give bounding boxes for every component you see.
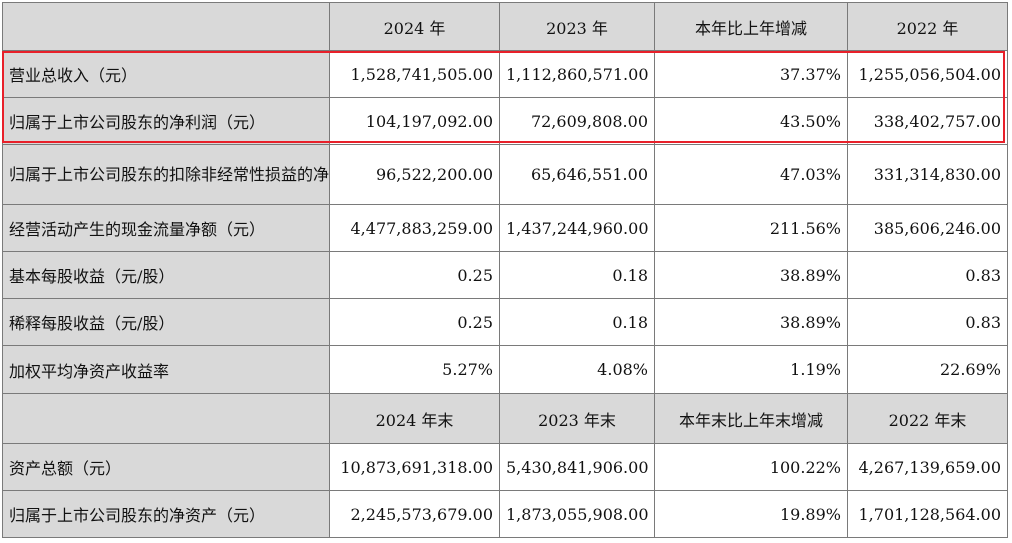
table-row-net-profit: 归属于上市公司股东的净利润（元） 104,197,092.00 72,609,8… [2, 97, 1008, 145]
table-row-net-assets: 归属于上市公司股东的净资产（元） 2,245,573,679.00 1,873,… [2, 490, 1008, 538]
cell-2023: 0.18 [499, 298, 655, 346]
cell-2024: 2,245,573,679.00 [329, 490, 500, 538]
cell-change: 37.37% [654, 50, 848, 98]
cell-2023: 0.18 [499, 251, 655, 299]
cell-change: 47.03% [654, 144, 848, 205]
cell-2022: 385,606,246.00 [847, 204, 1008, 252]
cell-2022: 1,255,056,504.00 [847, 50, 1008, 98]
row-label: 经营活动产生的现金流量净额（元） [2, 204, 330, 252]
cell-change: 100.22% [654, 443, 848, 491]
header-2022: 2022 年 [847, 2, 1008, 51]
table-row-basic-eps: 基本每股收益（元/股） 0.25 0.18 38.89% 0.83 [2, 251, 1008, 299]
cell-2022: 338,402,757.00 [847, 97, 1008, 145]
cell-2024: 5.27% [329, 345, 500, 394]
header-row-year: 2024 年 2023 年 本年比上年增减 2022 年 [2, 2, 1008, 51]
header-2022-end: 2022 年末 [847, 393, 1008, 444]
cell-2023: 1,437,244,960.00 [499, 204, 655, 252]
cell-2022: 22.69% [847, 345, 1008, 394]
row-label: 归属于上市公司股东的净资产（元） [2, 490, 330, 538]
row-label: 营业总收入（元） [2, 50, 330, 98]
header-change: 本年比上年增减 [654, 2, 848, 51]
row-label: 基本每股收益（元/股） [2, 251, 330, 299]
cell-2023: 5,430,841,906.00 [499, 443, 655, 491]
header-2023: 2023 年 [499, 2, 655, 51]
table-row-diluted-eps: 稀释每股收益（元/股） 0.25 0.18 38.89% 0.83 [2, 298, 1008, 346]
cell-2022: 0.83 [847, 298, 1008, 346]
header-2024-end: 2024 年末 [329, 393, 500, 444]
header-row-year-end: 2024 年末 2023 年末 本年末比上年末增减 2022 年末 [2, 393, 1008, 444]
cell-2023: 1,873,055,908.00 [499, 490, 655, 538]
cell-change: 211.56% [654, 204, 848, 252]
table-row-weighted-roe: 加权平均净资产收益率 5.27% 4.08% 1.19% 22.69% [2, 345, 1008, 394]
cell-2022: 331,314,830.00 [847, 144, 1008, 205]
cell-2022: 1,701,128,564.00 [847, 490, 1008, 538]
cell-2024: 104,197,092.00 [329, 97, 500, 145]
header-blank-cell [2, 2, 330, 51]
table-row-net-profit-excl-nonrecurring: 归属于上市公司股东的扣除非经常性损益的净利润（元） 96,522,200.00 … [2, 144, 1008, 205]
row-label: 归属于上市公司股东的净利润（元） [2, 97, 330, 145]
cell-change: 43.50% [654, 97, 848, 145]
cell-2024: 96,522,200.00 [329, 144, 500, 205]
cell-2024: 0.25 [329, 251, 500, 299]
cell-2024: 10,873,691,318.00 [329, 443, 500, 491]
cell-2023: 4.08% [499, 345, 655, 394]
cell-change: 38.89% [654, 251, 848, 299]
cell-change: 38.89% [654, 298, 848, 346]
cell-change: 19.89% [654, 490, 848, 538]
cell-2023: 72,609,808.00 [499, 97, 655, 145]
header-2023-end: 2023 年末 [499, 393, 655, 444]
table-row-total-revenue: 营业总收入（元） 1,528,741,505.00 1,112,860,571.… [2, 50, 1008, 98]
cell-2024: 0.25 [329, 298, 500, 346]
row-label: 归属于上市公司股东的扣除非经常性损益的净利润（元） [2, 144, 330, 205]
cell-2023: 65,646,551.00 [499, 144, 655, 205]
table-row-total-assets: 资产总额（元） 10,873,691,318.00 5,430,841,906.… [2, 443, 1008, 491]
cell-2022: 0.83 [847, 251, 1008, 299]
header-2024: 2024 年 [329, 2, 500, 51]
header-change-end: 本年末比上年末增减 [654, 393, 848, 444]
row-label: 资产总额（元） [2, 443, 330, 491]
cell-2024: 1,528,741,505.00 [329, 50, 500, 98]
cell-2023: 1,112,860,571.00 [499, 50, 655, 98]
table-row-operating-cash-flow: 经营活动产生的现金流量净额（元） 4,477,883,259.00 1,437,… [2, 204, 1008, 252]
row-label: 稀释每股收益（元/股） [2, 298, 330, 346]
cell-2024: 4,477,883,259.00 [329, 204, 500, 252]
header-blank-cell [2, 393, 330, 444]
cell-change: 1.19% [654, 345, 848, 394]
row-label: 加权平均净资产收益率 [2, 345, 330, 394]
cell-2022: 4,267,139,659.00 [847, 443, 1008, 491]
